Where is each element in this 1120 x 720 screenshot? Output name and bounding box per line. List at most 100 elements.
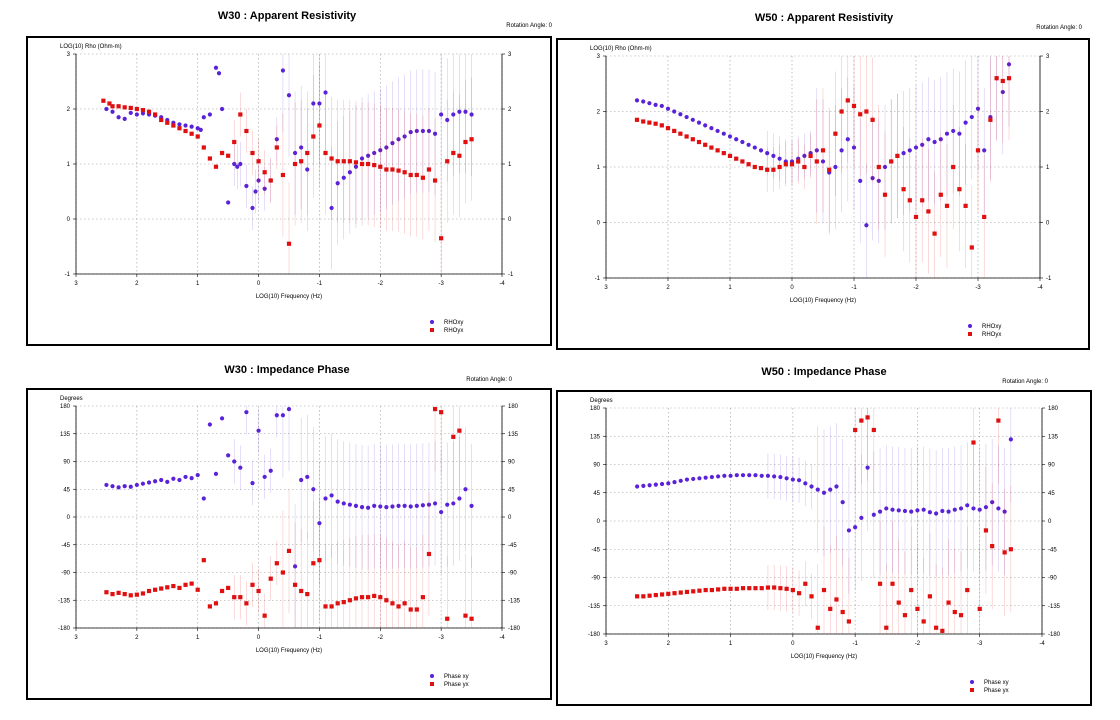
data-point <box>846 619 852 624</box>
x-tick-label: 0 <box>257 635 261 641</box>
data-point <box>703 142 708 147</box>
data-point <box>451 150 456 156</box>
data-point <box>870 176 875 181</box>
data-point <box>884 506 889 511</box>
data-point <box>183 128 188 134</box>
data-point <box>213 65 219 70</box>
data-point <box>408 504 413 509</box>
series-rhoyx <box>101 63 474 274</box>
data-point <box>216 71 222 76</box>
data-point <box>390 141 395 146</box>
data-point <box>815 625 820 630</box>
data-point <box>890 507 895 512</box>
data-point <box>116 115 121 120</box>
data-point <box>201 115 206 120</box>
data-point <box>250 205 255 211</box>
data-point <box>366 161 371 167</box>
data-point <box>408 130 413 135</box>
data-point <box>286 548 292 554</box>
data-point <box>1002 550 1007 555</box>
series-phase-xy <box>635 408 1013 594</box>
y-tick-label-right: 1 <box>508 162 512 168</box>
legend-marker <box>968 324 972 328</box>
data-point <box>122 105 127 110</box>
data-point <box>809 484 814 489</box>
data-point <box>934 511 939 516</box>
data-point <box>183 123 188 128</box>
y-tick-label-left: -1 <box>65 272 71 278</box>
data-point <box>329 604 334 609</box>
legend-marker <box>430 674 434 678</box>
y-axis-label: LOG(10) Rho (Ohm-m) <box>60 44 122 50</box>
data-point <box>311 487 316 492</box>
data-point <box>865 415 870 420</box>
data-point <box>765 473 771 478</box>
data-point <box>684 134 689 139</box>
data-point <box>159 586 164 591</box>
x-tick-label: -2 <box>378 281 384 287</box>
data-point <box>833 131 838 136</box>
x-tick-label: -4 <box>499 281 505 287</box>
y-tick-label-right: -90 <box>508 571 517 577</box>
data-point <box>821 587 827 593</box>
data-point <box>177 585 182 591</box>
y-tick-label-left: 2 <box>67 107 71 113</box>
x-tick-label: 2 <box>135 635 139 641</box>
y-tick-label-left: 135 <box>60 432 71 438</box>
data-point <box>820 159 826 164</box>
chart-title: W30 : Impedance Phase <box>224 364 350 376</box>
series-phase-xy <box>104 406 474 628</box>
data-point <box>329 493 334 498</box>
data-point <box>457 109 462 114</box>
data-point <box>814 148 819 153</box>
data-point <box>219 416 225 421</box>
data-point <box>715 128 720 134</box>
rotation-angle: Rotation Angle: 0 <box>1002 379 1048 385</box>
data-point <box>653 102 658 107</box>
x-tick-label: 3 <box>74 635 78 641</box>
chart-frame: 3 2 1 0 -1 -2 -3 -4 -1 -1 0 0 1 1 2 2 3 3 LOG(10) Rho (Ohm… <box>556 38 1090 350</box>
data-point <box>672 109 677 114</box>
y-tick-label-left: -45 <box>61 543 70 549</box>
x-tick-label: -1 <box>852 641 858 647</box>
data-point <box>901 151 906 156</box>
data-point <box>341 501 346 506</box>
x-tick-label: -4 <box>1037 285 1043 291</box>
y-tick-label-right: -45 <box>508 543 517 549</box>
data-point <box>653 482 658 487</box>
data-point <box>803 481 808 486</box>
data-point <box>250 150 255 156</box>
data-point <box>876 164 881 170</box>
data-point <box>758 148 764 153</box>
data-point <box>323 604 328 609</box>
data-point <box>177 477 182 483</box>
data-point <box>983 505 989 510</box>
data-point <box>262 613 267 618</box>
y-tick-label-left: 0 <box>67 217 71 223</box>
data-point <box>759 473 764 478</box>
data-point <box>432 178 438 183</box>
data-point <box>784 476 789 481</box>
data-point <box>803 581 808 586</box>
data-point <box>884 625 889 630</box>
data-point <box>359 505 365 510</box>
data-point <box>727 134 733 139</box>
data-point <box>709 587 714 593</box>
y-tick-label-right: 0 <box>508 217 512 223</box>
legend-marker <box>430 328 434 332</box>
data-point <box>110 104 115 109</box>
data-point <box>691 476 696 482</box>
data-point <box>122 116 127 121</box>
data-point <box>635 594 640 599</box>
data-point <box>951 128 956 134</box>
data-point <box>647 101 652 106</box>
y-tick-label-left: -135 <box>588 604 601 610</box>
data-point <box>439 509 444 515</box>
data-point <box>195 472 200 478</box>
x-tick-label: -4 <box>1039 641 1045 647</box>
data-point <box>716 587 721 592</box>
data-point <box>876 178 881 183</box>
data-point <box>971 440 976 445</box>
data-point <box>784 586 789 591</box>
data-point <box>353 503 359 508</box>
